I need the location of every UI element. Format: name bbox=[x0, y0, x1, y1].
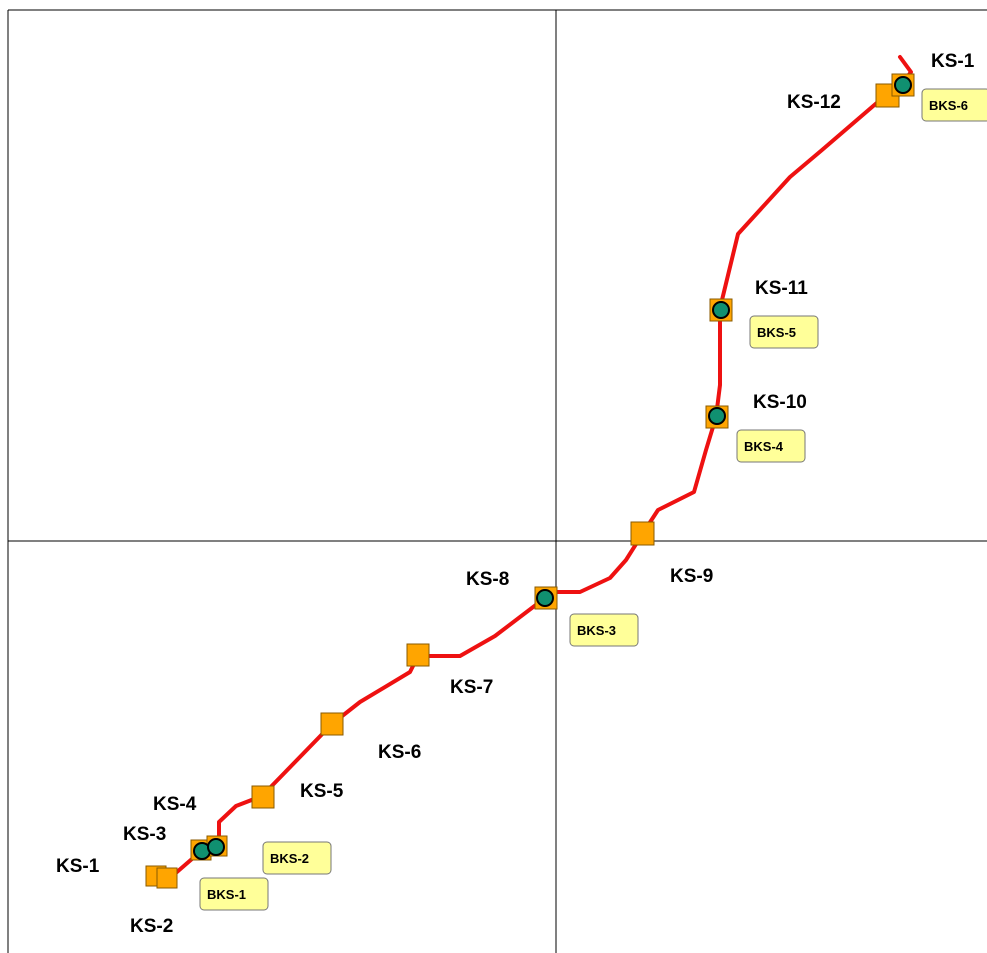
station-square-ks6[interactable] bbox=[320, 712, 344, 736]
station-label-ks8: KS-8 bbox=[466, 569, 509, 590]
bks-tag-2: BKS-2 bbox=[262, 841, 332, 875]
station-circle-ks13[interactable] bbox=[894, 76, 912, 94]
bks-tag-1-text: BKS-1 bbox=[207, 887, 246, 902]
station-label-ks4: KS-4 bbox=[153, 794, 197, 815]
station-square-ks9[interactable] bbox=[630, 521, 655, 546]
station-label-ks10: KS-10 bbox=[753, 392, 807, 413]
station-circle-ks11[interactable] bbox=[712, 301, 730, 319]
station-label-ks11: KS-11 bbox=[755, 278, 808, 299]
station-square-ks2[interactable] bbox=[156, 867, 178, 889]
station-label-ks12: KS-12 bbox=[787, 92, 841, 113]
station-label-ks9: KS-9 bbox=[670, 566, 713, 587]
station-label-ks7: KS-7 bbox=[450, 677, 493, 698]
station-circle-ks4[interactable] bbox=[207, 838, 225, 856]
station-label-ks13: KS-1 bbox=[931, 51, 975, 72]
bks-tag-5-text: BKS-5 bbox=[757, 325, 796, 340]
bks-tag-4: BKS-4 bbox=[736, 429, 806, 463]
bks-tag-6-text: BKS-6 bbox=[929, 98, 968, 113]
station-label-ks5: KS-5 bbox=[300, 781, 344, 802]
station-square-ks5[interactable] bbox=[251, 785, 275, 809]
bks-tag-5: BKS-5 bbox=[749, 315, 819, 349]
bks-tag-2-text: BKS-2 bbox=[270, 851, 309, 866]
bks-tag-3: BKS-3 bbox=[569, 613, 639, 647]
bks-tag-1: BKS-1 bbox=[199, 877, 269, 911]
bks-tag-3-text: BKS-3 bbox=[577, 623, 616, 638]
bks-tag-6: BKS-6 bbox=[921, 88, 987, 122]
station-circle-ks8[interactable] bbox=[536, 589, 554, 607]
pipeline-route bbox=[156, 55, 913, 880]
station-circle-ks10[interactable] bbox=[708, 407, 726, 425]
station-label-ks2: KS-2 bbox=[130, 916, 173, 937]
station-label-ks6: KS-6 bbox=[378, 742, 421, 763]
station-label-ks3: KS-3 bbox=[123, 824, 166, 845]
station-square-ks7[interactable] bbox=[406, 643, 430, 667]
bks-tag-4-text: BKS-4 bbox=[744, 439, 784, 454]
station-label-ks1: KS-1 bbox=[56, 856, 100, 877]
